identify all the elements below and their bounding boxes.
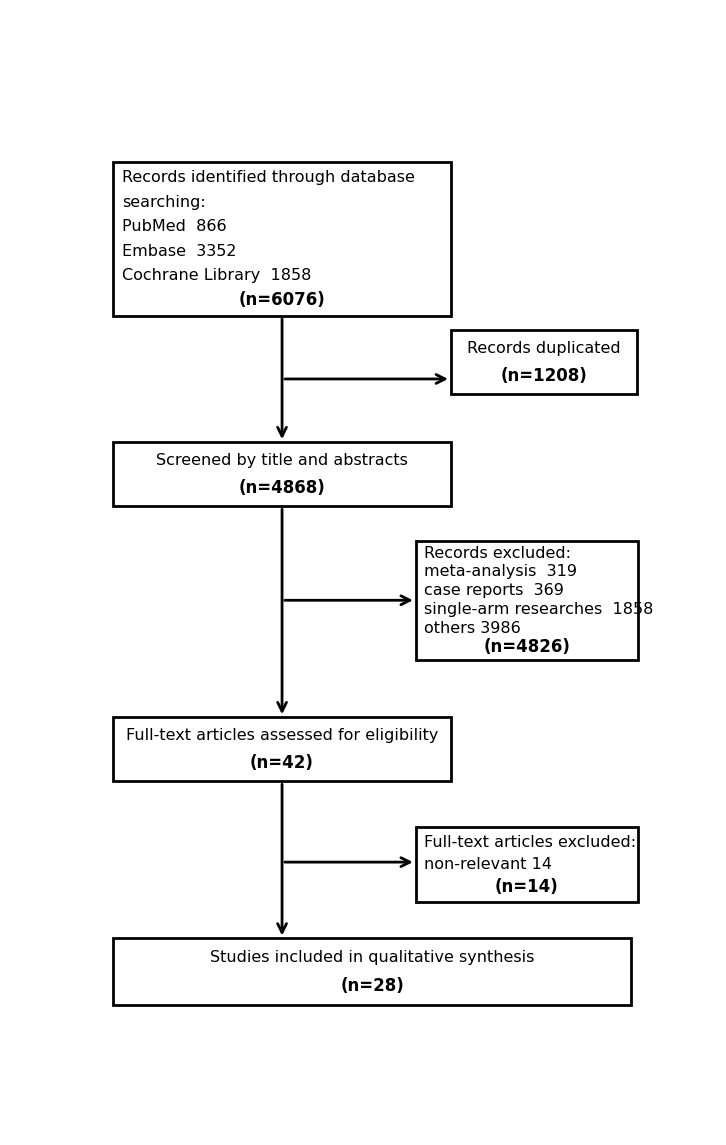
Text: (n=28): (n=28) [340,977,404,995]
Text: (n=6076): (n=6076) [239,291,325,309]
Text: Embase  3352: Embase 3352 [122,244,236,259]
FancyBboxPatch shape [113,161,451,316]
Text: PubMed  866: PubMed 866 [122,219,227,234]
Text: Full-text articles assessed for eligibility: Full-text articles assessed for eligibil… [126,728,439,743]
Text: Cochrane Library  1858: Cochrane Library 1858 [122,268,311,283]
Text: (n=4868): (n=4868) [239,479,325,497]
Text: searching:: searching: [122,195,205,210]
FancyBboxPatch shape [416,828,638,902]
FancyBboxPatch shape [113,442,451,506]
Text: Full-text articles excluded:: Full-text articles excluded: [424,835,636,850]
Text: single-arm researches  1858: single-arm researches 1858 [424,602,653,617]
Text: non-relevant 14: non-relevant 14 [424,858,552,872]
Text: Records excluded:: Records excluded: [424,545,571,561]
Text: (n=42): (n=42) [250,755,314,772]
Text: others 3986: others 3986 [424,621,521,637]
FancyBboxPatch shape [451,330,637,394]
Text: Records duplicated: Records duplicated [467,341,621,356]
Text: Records identified through database: Records identified through database [122,171,415,185]
Text: meta-analysis  319: meta-analysis 319 [424,564,577,579]
Text: Studies included in qualitative synthesis: Studies included in qualitative synthesi… [210,949,534,964]
FancyBboxPatch shape [113,939,631,1004]
Text: (n=14): (n=14) [495,878,559,897]
Text: Screened by title and abstracts: Screened by title and abstracts [156,452,408,467]
Text: (n=1208): (n=1208) [500,368,587,385]
FancyBboxPatch shape [416,540,638,660]
Text: case reports  369: case reports 369 [424,583,564,599]
FancyBboxPatch shape [113,717,451,781]
Text: (n=4826): (n=4826) [484,639,570,656]
